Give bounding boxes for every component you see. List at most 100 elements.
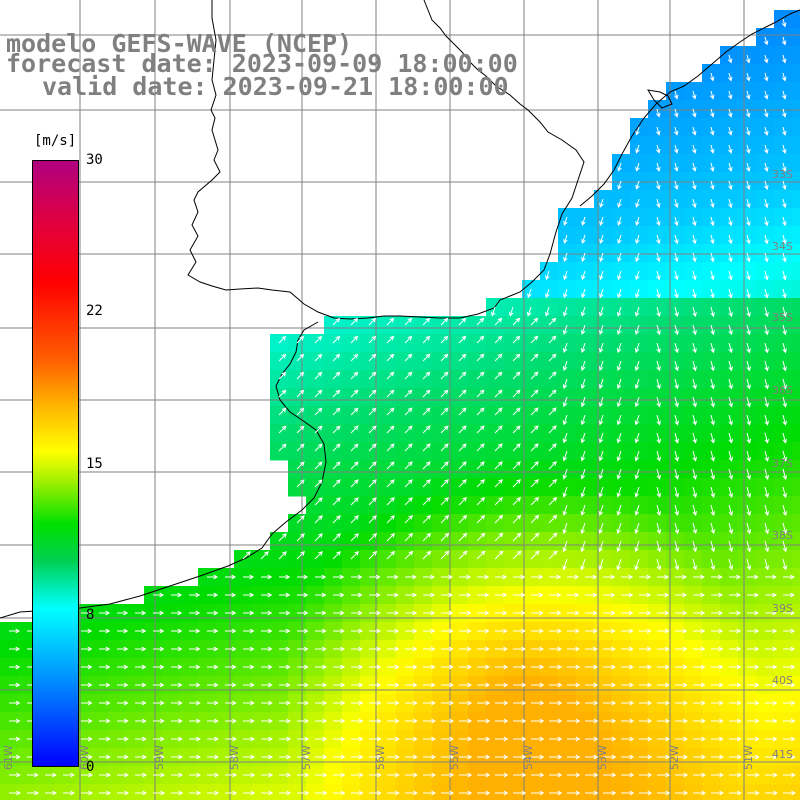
wind-arrow bbox=[440, 461, 449, 470]
wind-arrow bbox=[745, 72, 751, 82]
wind-arrow bbox=[476, 389, 485, 398]
wind-arrow bbox=[368, 532, 378, 542]
wind-arrow bbox=[261, 772, 274, 778]
wind-arrow bbox=[746, 396, 751, 408]
wind-arrow bbox=[548, 443, 557, 452]
wind-arrow bbox=[635, 162, 640, 172]
lagoon-outline bbox=[647, 89, 673, 109]
wind-arrow bbox=[368, 407, 377, 416]
wind-arrow bbox=[296, 425, 305, 434]
wind-arrow bbox=[562, 360, 568, 372]
wind-arrow bbox=[404, 425, 413, 434]
lon-label: 61W bbox=[2, 745, 15, 770]
wind-arrow bbox=[585, 646, 598, 652]
wind-arrow bbox=[692, 288, 697, 299]
wind-arrow bbox=[332, 443, 341, 452]
wind-arrow bbox=[548, 371, 557, 380]
wind-arrow bbox=[562, 468, 568, 480]
wind-cell bbox=[774, 784, 793, 800]
wind-arrow bbox=[99, 754, 111, 760]
wind-arrow bbox=[404, 550, 414, 560]
wind-arrow bbox=[333, 754, 346, 760]
wind-arrow bbox=[171, 664, 183, 670]
wind-arrow bbox=[674, 270, 679, 281]
wind-arrow bbox=[728, 360, 733, 372]
wind-arrow bbox=[278, 551, 287, 560]
wind-arrow bbox=[117, 718, 129, 724]
wind-arrow bbox=[747, 772, 760, 778]
wind-arrow bbox=[351, 664, 364, 670]
wind-arrow bbox=[512, 461, 521, 470]
lon-label: 52W bbox=[668, 745, 681, 770]
latitude-labels: 33S 34S 35S 36S 37S 38S 39S 40S 41S bbox=[772, 168, 793, 761]
wind-arrow bbox=[9, 628, 21, 634]
wind-arrow bbox=[315, 790, 328, 796]
lat-label: 40S bbox=[772, 674, 793, 687]
wind-cell bbox=[72, 784, 91, 800]
wind-arrow bbox=[476, 371, 485, 380]
wind-arrow bbox=[350, 533, 359, 542]
wind-arrow bbox=[657, 754, 671, 760]
wind-arrow bbox=[692, 540, 698, 553]
wind-arrow bbox=[117, 736, 129, 742]
wind-arrow bbox=[675, 646, 688, 652]
wind-arrow bbox=[405, 610, 418, 616]
wind-arrow bbox=[674, 396, 679, 408]
wind-cell bbox=[108, 784, 127, 800]
wind-arrow bbox=[709, 108, 715, 118]
wind-arrow bbox=[423, 736, 437, 742]
wind-arrow bbox=[765, 574, 777, 580]
wind-cell bbox=[234, 784, 253, 800]
wind-cell bbox=[792, 208, 800, 227]
wind-arrow bbox=[490, 306, 496, 317]
wind-arrow bbox=[207, 682, 219, 688]
wind-arrow bbox=[621, 592, 634, 598]
wind-arrow bbox=[351, 736, 364, 742]
wind-arrow bbox=[657, 628, 670, 634]
wind-arrow bbox=[423, 682, 436, 688]
wind-arrow bbox=[747, 736, 760, 742]
wind-arrow bbox=[171, 610, 183, 616]
wind-arrow bbox=[351, 628, 363, 634]
wind-arrow bbox=[710, 216, 715, 227]
wind-arrow bbox=[476, 425, 485, 434]
wind-arrow bbox=[315, 718, 328, 724]
wind-arrow bbox=[189, 790, 202, 796]
wind-arrow bbox=[386, 550, 396, 560]
wind-arrow bbox=[135, 700, 147, 706]
wind-arrow bbox=[423, 646, 436, 652]
wind-arrow bbox=[495, 610, 508, 616]
wind-cell bbox=[342, 784, 361, 800]
wind-arrow bbox=[9, 682, 21, 688]
lon-label: 56W bbox=[374, 745, 387, 770]
wind-arrow bbox=[567, 646, 580, 652]
wind-arrow bbox=[441, 736, 455, 742]
lat-label: 36S bbox=[772, 384, 793, 397]
wind-arrow bbox=[598, 468, 604, 480]
wind-arrow bbox=[387, 574, 399, 580]
wind-arrow bbox=[585, 592, 598, 598]
wind-arrow bbox=[674, 558, 680, 571]
wind-arrow bbox=[369, 682, 382, 688]
wind-arrow bbox=[746, 216, 751, 227]
wind-arrow bbox=[405, 790, 418, 796]
wind-arrow bbox=[422, 514, 432, 524]
wind-arrow bbox=[314, 335, 323, 344]
wind-arrow bbox=[531, 628, 544, 634]
wind-arrow bbox=[635, 270, 640, 281]
wind-arrow bbox=[782, 126, 787, 136]
wind-arrow bbox=[261, 664, 273, 670]
wind-arrow bbox=[674, 234, 679, 245]
wind-arrow bbox=[567, 664, 581, 670]
wind-arrow bbox=[494, 371, 503, 380]
wind-arrow bbox=[585, 574, 598, 580]
wind-arrow bbox=[585, 736, 599, 742]
wind-arrow bbox=[675, 754, 689, 760]
wind-arrow bbox=[598, 540, 604, 553]
wind-arrow bbox=[153, 772, 166, 778]
wind-arrow bbox=[782, 522, 788, 535]
wind-arrow bbox=[440, 407, 449, 416]
colorbar-tick-30: 30 bbox=[86, 152, 103, 168]
wind-arrow bbox=[422, 479, 431, 488]
wind-arrow bbox=[513, 664, 527, 670]
